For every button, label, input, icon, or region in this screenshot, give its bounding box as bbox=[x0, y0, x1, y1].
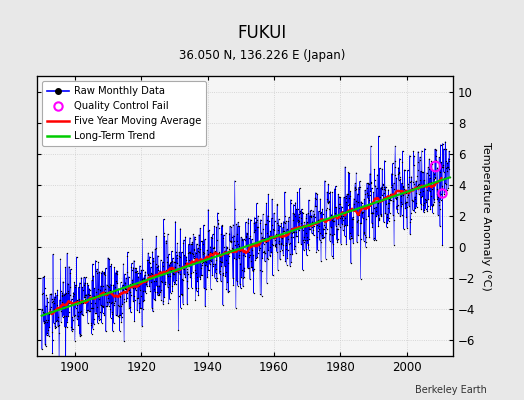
Text: 36.050 N, 136.226 E (Japan): 36.050 N, 136.226 E (Japan) bbox=[179, 49, 345, 62]
Legend: Raw Monthly Data, Quality Control Fail, Five Year Moving Average, Long-Term Tren: Raw Monthly Data, Quality Control Fail, … bbox=[42, 81, 206, 146]
Text: FUKUI: FUKUI bbox=[237, 24, 287, 42]
Y-axis label: Temperature Anomaly (°C): Temperature Anomaly (°C) bbox=[481, 142, 491, 290]
Text: Berkeley Earth: Berkeley Earth bbox=[416, 385, 487, 395]
